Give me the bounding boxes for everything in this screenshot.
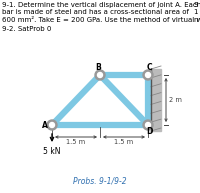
Circle shape [146, 73, 151, 78]
Text: 1.5 m: 1.5 m [114, 139, 134, 145]
Circle shape [95, 70, 105, 80]
Text: D: D [146, 128, 152, 136]
Text: 2 m: 2 m [169, 97, 182, 103]
Text: 1.5 m: 1.5 m [66, 139, 86, 145]
Circle shape [143, 70, 153, 80]
Circle shape [146, 123, 151, 128]
Circle shape [98, 73, 102, 78]
Text: A: A [42, 120, 48, 130]
Text: 1: 1 [194, 9, 198, 15]
Text: n: n [194, 17, 198, 23]
Bar [151, 69, 161, 131]
Text: 5 kN: 5 kN [43, 147, 61, 156]
Text: 9: 9 [194, 2, 198, 8]
Text: B: B [95, 63, 101, 73]
Circle shape [50, 123, 54, 128]
Text: Probs. 9-1/9-2: Probs. 9-1/9-2 [73, 177, 127, 186]
Text: 600 mm². Take E = 200 GPa. Use the method of virtual work.: 600 mm². Take E = 200 GPa. Use the metho… [2, 17, 200, 23]
Text: 9-2. SatProb 0: 9-2. SatProb 0 [2, 26, 51, 32]
Text: C: C [146, 63, 152, 73]
Circle shape [47, 120, 57, 130]
Circle shape [143, 120, 153, 130]
Text: 9-1. Determine the vertical displacement of joint A. Each: 9-1. Determine the vertical displacement… [2, 2, 200, 8]
Text: bar is made of steel and has a cross-sectional area of: bar is made of steel and has a cross-sec… [2, 9, 189, 15]
